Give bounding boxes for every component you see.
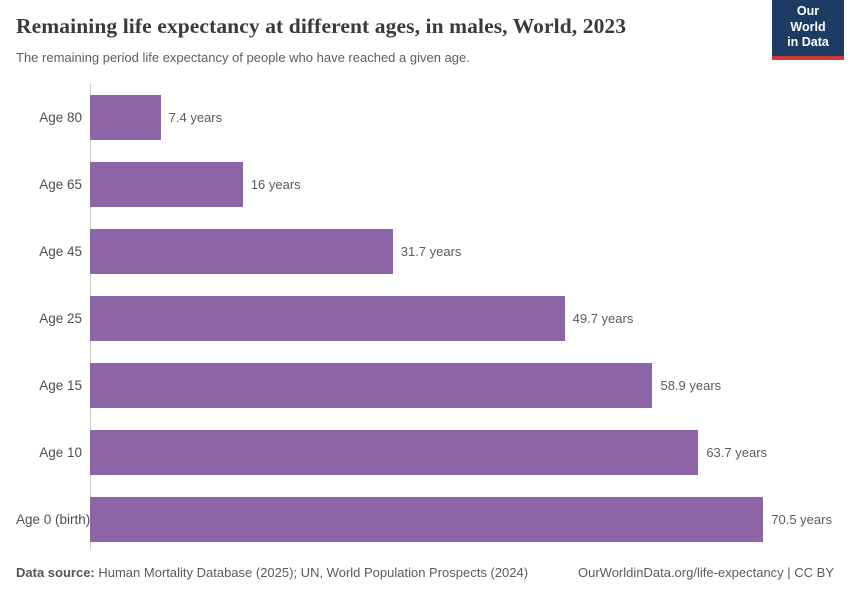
- category-label: Age 10: [39, 444, 82, 460]
- category-label: Age 80: [39, 109, 82, 125]
- value-label: 63.7 years: [706, 444, 768, 460]
- value-label: 31.7 years: [400, 243, 462, 259]
- owid-logo[interactable]: Our World in Data: [772, 0, 844, 60]
- bar-area: 58.9 years: [90, 362, 834, 408]
- category-label: Age 65: [39, 176, 82, 192]
- owid-logo-line2: in Data: [787, 35, 829, 50]
- page-title: Remaining life expectancy at different a…: [16, 14, 627, 38]
- value-label: 70.5 years: [771, 511, 832, 527]
- category-label: Age 45: [39, 243, 82, 259]
- chart-row: Age 80 7.4 years: [16, 84, 834, 151]
- bar-area: 49.7 years: [90, 295, 834, 341]
- bar[interactable]: [90, 496, 764, 542]
- category-label: Age 25: [39, 310, 82, 326]
- chart-footer: Data source: Human Mortality Database (2…: [16, 565, 834, 581]
- bar[interactable]: [90, 94, 161, 140]
- owid-logo-line1: Our World: [790, 4, 826, 34]
- bar[interactable]: [90, 295, 565, 341]
- chart-row: Age 45 31.7 years: [16, 218, 834, 285]
- value-label: 16 years: [250, 176, 301, 192]
- chart-subtitle: The remaining period life expectancy of …: [16, 49, 470, 65]
- data-source-text: Human Mortality Database (2025); UN, Wor…: [94, 564, 529, 580]
- chart-header: Remaining life expectancy at different a…: [16, 0, 844, 67]
- bar[interactable]: [90, 161, 243, 207]
- category-label: Age 0 (birth): [16, 511, 91, 527]
- chart-row: Age 15 58.9 years: [16, 352, 834, 419]
- value-label: 49.7 years: [572, 310, 634, 326]
- value-label: 7.4 years: [168, 109, 223, 125]
- data-source-note: Data source: Human Mortality Database (2…: [16, 565, 528, 581]
- bar-area: 70.5 years: [90, 496, 834, 542]
- bar-area: 31.7 years: [90, 228, 834, 274]
- chart-row: Age 0 (birth) 70.5 years: [16, 486, 834, 553]
- bar[interactable]: [90, 429, 699, 475]
- bar[interactable]: [90, 362, 653, 408]
- data-source-label: Data source:: [16, 564, 95, 580]
- value-label: 58.9 years: [660, 377, 722, 393]
- bar[interactable]: [90, 228, 393, 274]
- chart-row: Age 25 49.7 years: [16, 285, 834, 352]
- category-label: Age 15: [39, 377, 82, 393]
- bar-area: 63.7 years: [90, 429, 834, 475]
- bar-chart: Age 80 7.4 years Age 65 16 years Age 45 31.7 …: [16, 83, 834, 553]
- bar-area: 7.4 years: [90, 94, 834, 140]
- chart-row: Age 65 16 years: [16, 151, 834, 218]
- chart-rows: Age 80 7.4 years Age 65 16 years Age 45 31.7 …: [16, 84, 834, 553]
- chart-row: Age 10 63.7 years: [16, 419, 834, 486]
- attribution-link[interactable]: OurWorldinData.org/life-expectancy | CC …: [577, 564, 834, 580]
- bar-area: 16 years: [90, 161, 834, 207]
